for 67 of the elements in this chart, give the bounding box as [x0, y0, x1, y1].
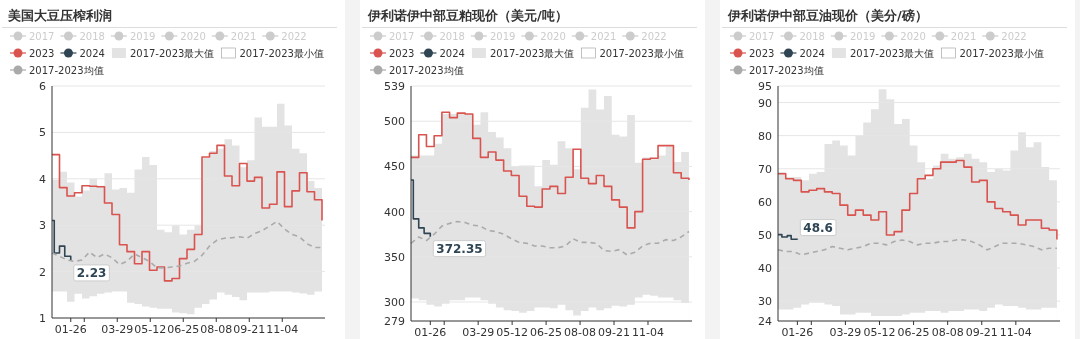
y-tick-label: 95 [758, 80, 772, 93]
legend-label: 2017-2023最小值 [959, 48, 1044, 59]
x-tick-label: 05-12 [134, 323, 167, 336]
y-tick-label: 40 [758, 262, 772, 276]
legend-label: 2024 [799, 48, 825, 59]
x-tick-label: 03-29 [829, 326, 862, 339]
legend-label: 2017-2023最小值 [239, 48, 324, 59]
y-tick-label: 350 [384, 250, 405, 264]
y-tick-label: 4 [39, 172, 46, 186]
line-series [51, 220, 323, 269]
x-tick-label: 11-04 [632, 326, 664, 339]
x-tick-label: 01-26 [54, 323, 87, 336]
x-tick-label: 01-26 [414, 326, 447, 339]
y-tick-label: 24 [758, 315, 772, 328]
x-tick-label: 05-12 [863, 326, 896, 339]
legend-label: 2017-2023最大值 [129, 48, 215, 59]
y-tick-label: 2 [39, 265, 46, 279]
x-tick-label: 06-25 [167, 323, 200, 336]
x-tick-label: 08-08 [564, 326, 597, 339]
legend-label: 2017-2023均值 [749, 65, 824, 76]
y-tick-label: 279 [384, 315, 405, 328]
x-tick-label: 03-29 [101, 323, 134, 336]
legend-label: 2023 [389, 48, 415, 59]
y-tick-label: 400 [384, 205, 405, 219]
chart-title: 伊利诺伊中部豆油现价（美分/磅） [727, 8, 928, 23]
x-tick-label: 11-04 [266, 323, 299, 336]
x-tick-label: 06-25 [530, 326, 563, 339]
x-tick-label: 09-21 [965, 326, 998, 339]
annotation: 372.35 [436, 242, 483, 257]
x-tick-label: 03-29 [462, 326, 495, 339]
legend-label: 2023 [749, 48, 775, 59]
y-tick-label: 30 [758, 295, 772, 309]
x-tick-label: 09-21 [233, 323, 266, 336]
legend-label: 2017-2023均值 [29, 65, 104, 76]
legend-label: 2017-2023最大值 [489, 48, 575, 59]
legend-label: 2024 [79, 48, 105, 59]
legend-label: 2017-2023均值 [389, 65, 464, 76]
y-tick-label: 60 [758, 195, 772, 209]
annotation: 2.23 [76, 266, 107, 281]
legend-label: 2017-2023最大值 [849, 48, 935, 59]
y-tick-label: 450 [384, 160, 405, 174]
x-tick-label: 11-04 [999, 326, 1032, 339]
chart-title: 伊利诺伊中部豆粕现价（美元/吨） [367, 8, 568, 23]
y-tick-label: 1 [39, 312, 46, 325]
line-series [410, 220, 690, 256]
y-tick-label: 3 [39, 219, 46, 233]
y-tick-label: 6 [39, 80, 46, 93]
legend-label: 2023 [29, 48, 55, 59]
x-tick-label: 06-25 [897, 326, 930, 339]
legend-label: 2024 [439, 48, 465, 59]
x-tick-label: 09-21 [598, 326, 631, 339]
x-tick-label: 01-26 [781, 326, 814, 339]
y-tick-label: 50 [758, 228, 772, 242]
y-tick-label: 5 [39, 126, 46, 140]
annotation: 48.6 [803, 221, 833, 236]
x-tick-label: 08-08 [200, 323, 233, 336]
line-series [777, 239, 1058, 256]
y-tick-label: 539 [384, 80, 405, 93]
y-tick-label: 80 [758, 129, 772, 143]
y-tick-label: 90 [758, 96, 772, 110]
y-tick-label: 300 [384, 296, 405, 310]
x-tick-label: 05-12 [496, 326, 529, 339]
legend-label: 2017-2023最小值 [599, 48, 684, 59]
chart-title: 美国大豆压榨利润 [7, 8, 112, 23]
x-tick-label: 08-08 [931, 326, 964, 339]
y-tick-label: 500 [384, 115, 405, 129]
y-tick-label: 70 [758, 162, 772, 176]
